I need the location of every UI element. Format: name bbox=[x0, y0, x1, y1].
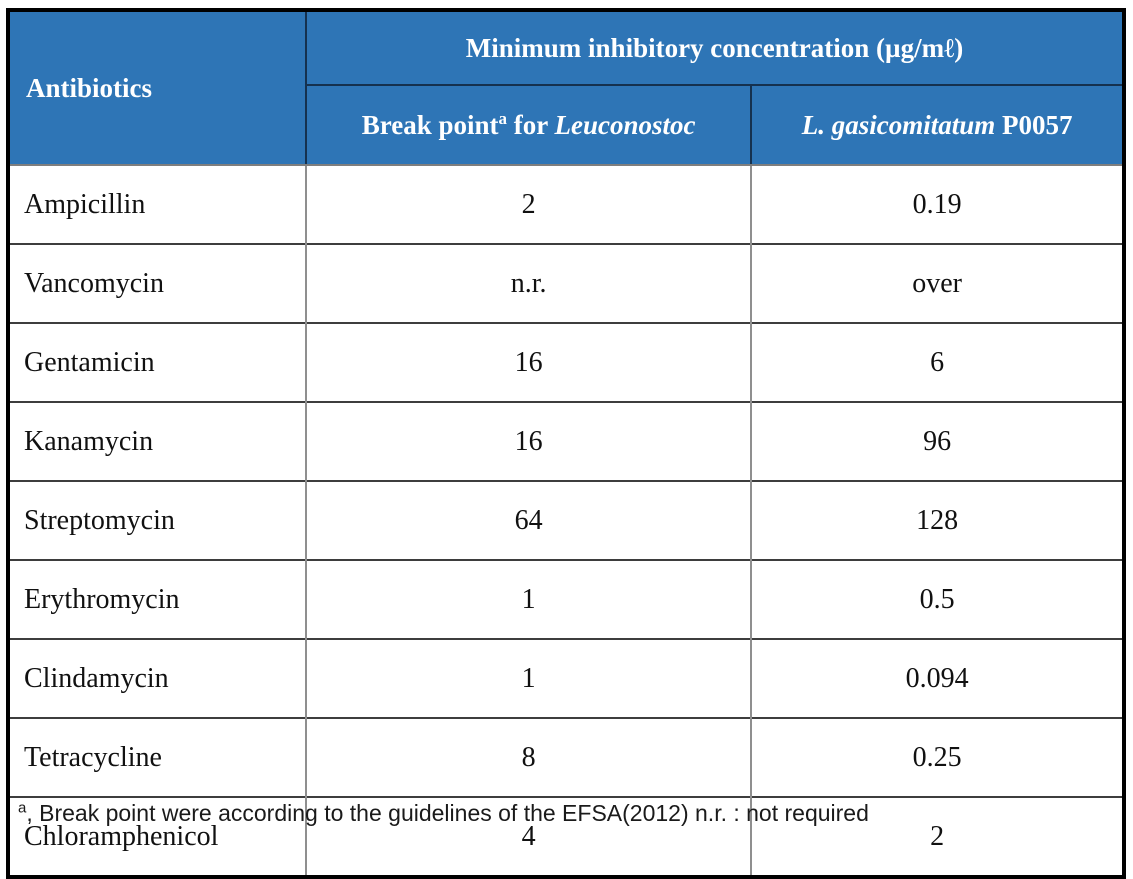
table-row: Erythromycin 1 0.5 bbox=[8, 559, 1124, 639]
mic-value: over bbox=[751, 243, 1124, 323]
header-row-1: Antibiotics Minimum inhibitory concentra… bbox=[8, 10, 1124, 166]
break-point-value: 8 bbox=[305, 717, 753, 797]
break-point-value: 1 bbox=[305, 638, 753, 718]
break-point-value: 16 bbox=[305, 401, 753, 481]
antibiotic-name: Kanamycin bbox=[8, 401, 307, 481]
mic-value: 0.5 bbox=[751, 559, 1124, 639]
table-row: Tetracycline 8 0.25 bbox=[8, 717, 1124, 797]
table-row: Vancomycin n.r. over bbox=[8, 243, 1124, 323]
strain-column-header: L. gasicomitatum P0057 bbox=[751, 85, 1124, 166]
break-point-value: n.r. bbox=[305, 243, 753, 323]
table-row: Gentamicin 16 6 bbox=[8, 322, 1124, 402]
header-row-2: Break pointa for Leuconostoc L. gasicomi… bbox=[8, 85, 1124, 166]
mic-value: 0.19 bbox=[912, 188, 962, 220]
footnote-text: , Break point were according to the guid… bbox=[26, 800, 869, 826]
table-row: Kanamycin 16 96 bbox=[8, 401, 1124, 481]
break-point-column-header: Break pointa for Leuconostoc bbox=[305, 85, 753, 166]
break-point-mid: for bbox=[507, 109, 555, 140]
mic-value: 0.094 bbox=[751, 638, 1124, 718]
antibiotic-name: Gentamicin bbox=[8, 322, 307, 402]
mic-value: 128 bbox=[751, 480, 1124, 560]
page: Antibiotics Minimum inhibitory concentra… bbox=[6, 8, 1128, 879]
break-point-footnote-marker: a bbox=[498, 108, 508, 128]
break-point-value: 64 bbox=[305, 480, 753, 560]
antibiotic-name: Tetracycline bbox=[8, 717, 307, 797]
antibiotic-name: Vancomycin bbox=[8, 243, 307, 323]
mic-group-header: Minimum inhibitory concentration (µg/mℓ) bbox=[305, 10, 1124, 86]
table-footnote: a, Break point were according to the gui… bbox=[18, 800, 1128, 827]
antibiotic-name: Erythromycin bbox=[8, 559, 307, 639]
break-point-value: 1 bbox=[305, 559, 753, 639]
mic-value: 6 bbox=[751, 322, 1124, 402]
antibiotic-name: Clindamycin bbox=[8, 638, 307, 718]
footnote-marker: a bbox=[18, 799, 27, 817]
leuconostoc-genus: Leuconostoc bbox=[554, 109, 696, 140]
mic-value: 96 bbox=[751, 401, 1124, 481]
strain-id: P0057 bbox=[995, 109, 1073, 140]
break-point-label: Break point bbox=[361, 109, 499, 140]
mic-value: 0.25 bbox=[751, 717, 1124, 797]
table-row: Clindamycin 1 0.094 bbox=[8, 638, 1124, 718]
mic-table: Antibiotics Minimum inhibitory concentra… bbox=[6, 8, 1126, 879]
break-point-value: 2 bbox=[305, 165, 753, 244]
table-row: Ampicillin 2 0.19 bbox=[8, 165, 1124, 244]
antibiotic-name: Ampicillin bbox=[8, 165, 307, 244]
antibiotic-name: Streptomycin bbox=[8, 480, 307, 560]
break-point-value: 16 bbox=[305, 322, 753, 402]
antibiotics-column-header: Antibiotics bbox=[8, 10, 307, 166]
gasicomitatum-species: L. gasicomitatum bbox=[801, 109, 996, 140]
table-row: Streptomycin 64 128 bbox=[8, 480, 1124, 560]
